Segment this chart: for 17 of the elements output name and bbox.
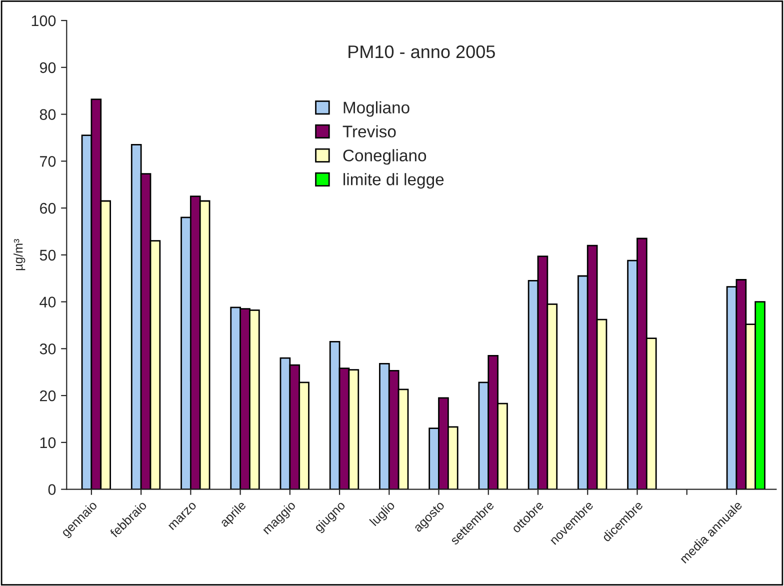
y-tick-label: 30 — [40, 344, 56, 354]
legend-label: Conegliano — [343, 149, 426, 165]
y-tick-label: 90 — [40, 62, 56, 74]
legend-label: Treviso — [342, 125, 396, 138]
y-tick-label: 20 — [40, 390, 56, 402]
text: PM10 - anno 2005 — [348, 45, 495, 58]
y-tick-label: 80 — [40, 109, 56, 120]
y-tick-label: 0 — [48, 484, 56, 495]
legend-label: Mogliano — [344, 101, 410, 117]
y-tick-label: 60 — [40, 202, 56, 214]
y-tick-label: 10 — [40, 437, 56, 448]
y-tick-label: 50 — [40, 250, 56, 261]
legend-label: limite di legge — [344, 173, 444, 189]
y-axis-title: µg/m³ — [14, 239, 26, 270]
y-tick-label: 40 — [40, 296, 56, 308]
y-tick-label: 70 — [40, 156, 56, 167]
y-tick-label: 100 — [32, 15, 56, 26]
